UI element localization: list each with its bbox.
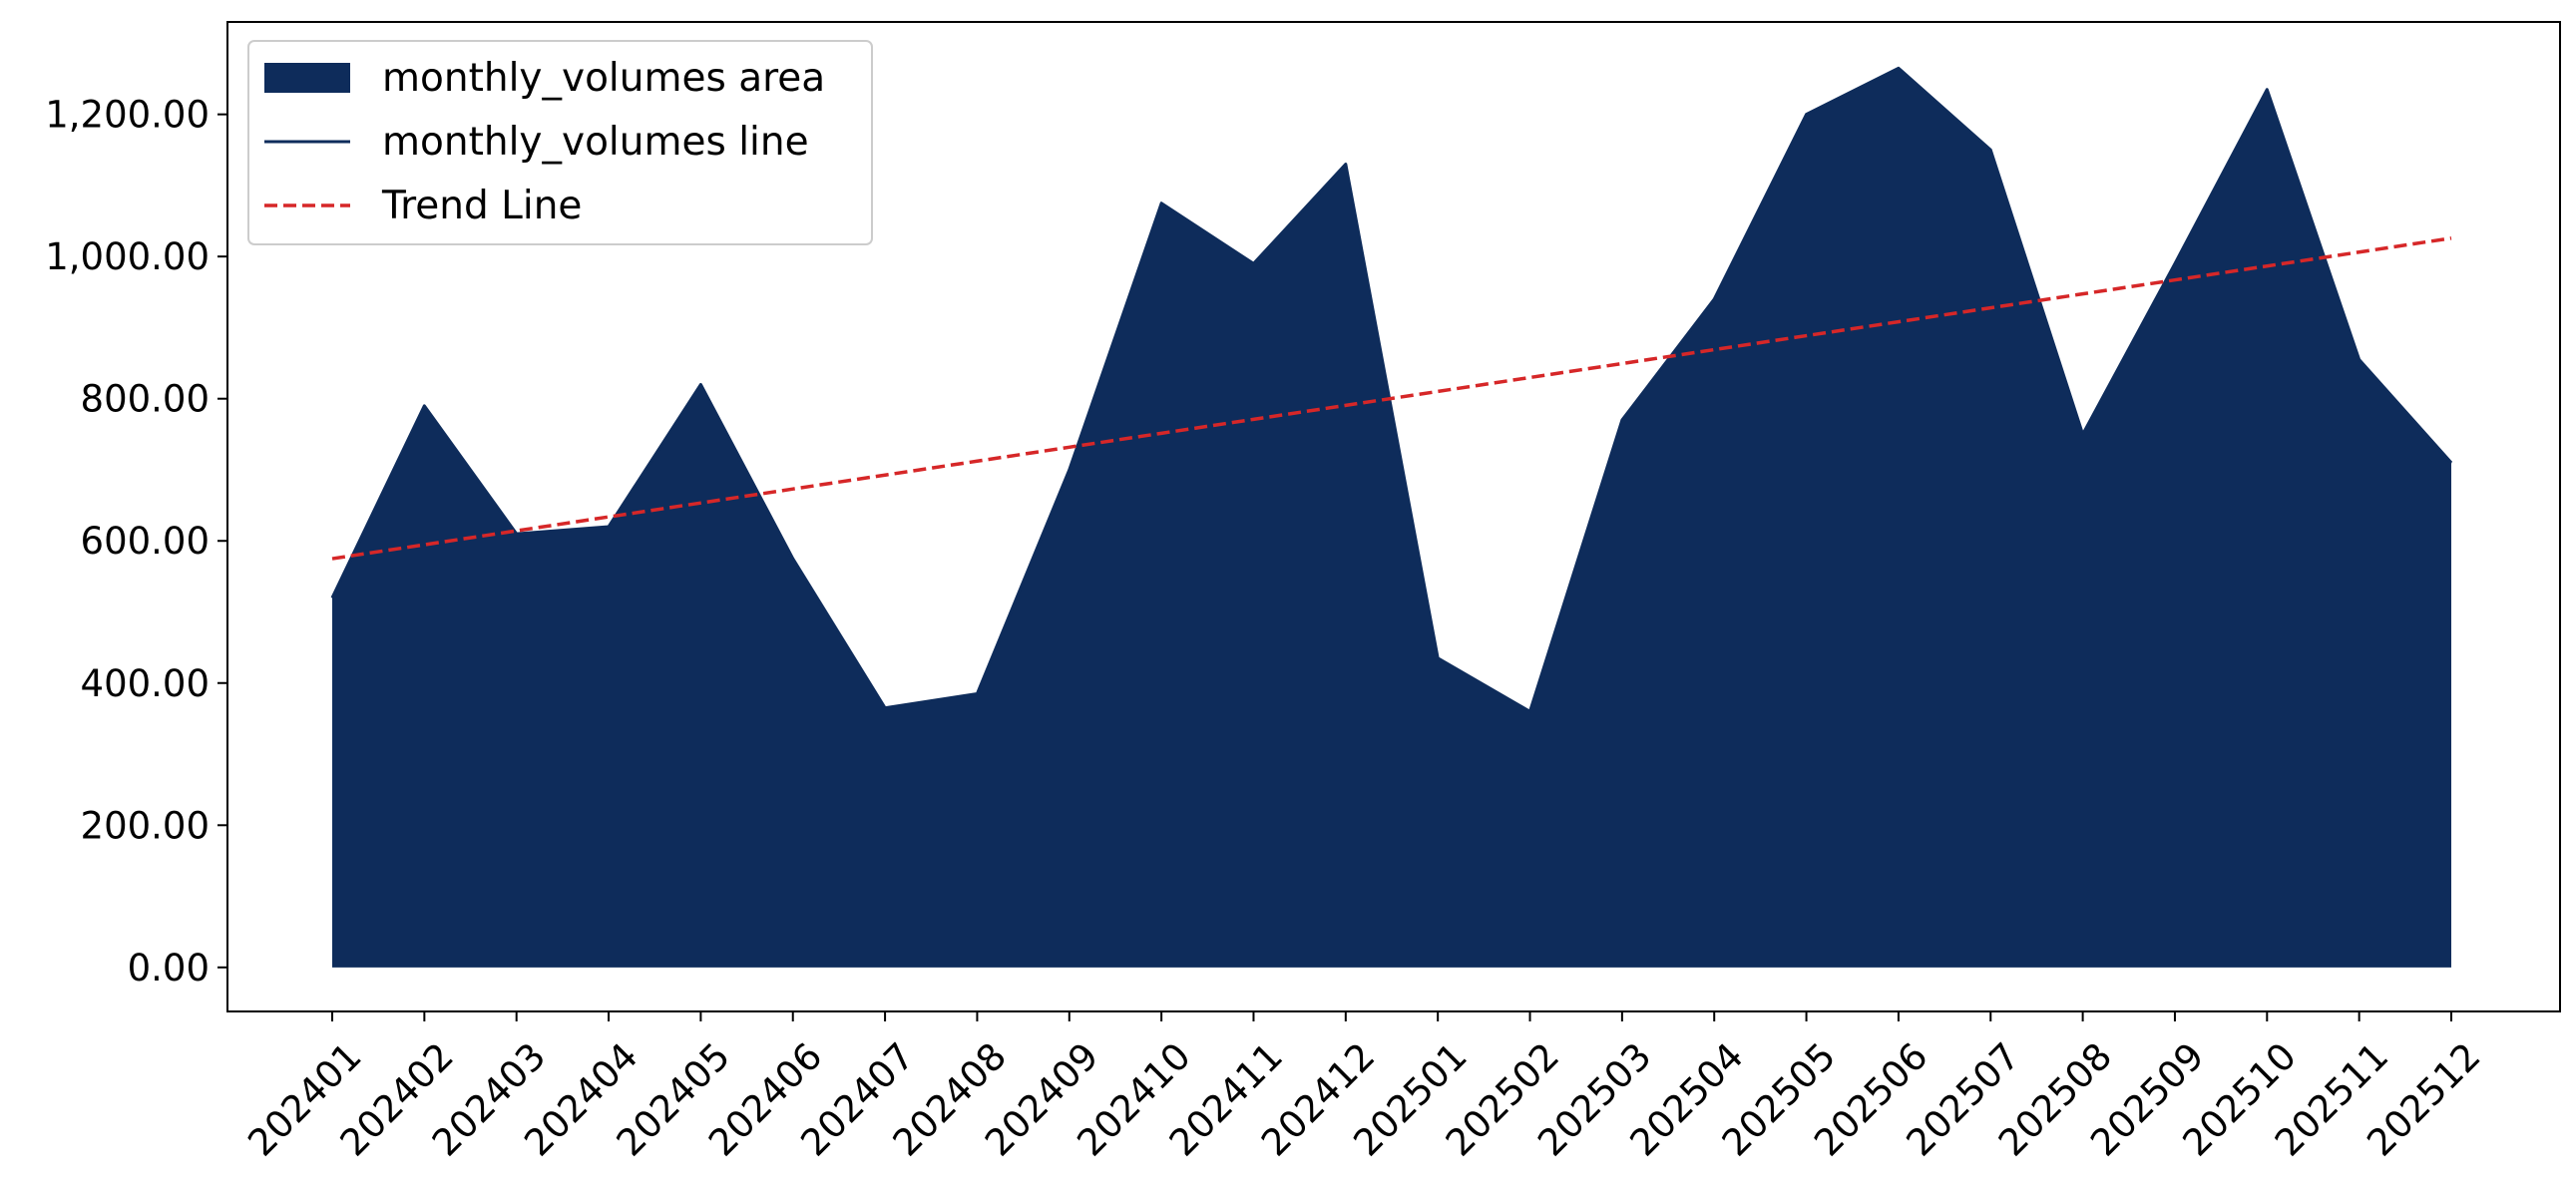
data-point bbox=[1713, 298, 1715, 300]
data-point bbox=[1621, 419, 1623, 421]
legend-label: monthly_volumes area bbox=[382, 56, 825, 101]
legend-box bbox=[247, 40, 873, 245]
plot-marks bbox=[330, 66, 2453, 968]
data-point bbox=[608, 526, 610, 528]
data-point bbox=[699, 383, 701, 385]
series-trend-line bbox=[331, 236, 2452, 561]
y-tick-label: 1,200.00 bbox=[45, 94, 210, 137]
data-point bbox=[2359, 359, 2361, 361]
data-point bbox=[1989, 149, 1991, 151]
data-point bbox=[516, 533, 518, 535]
data-point bbox=[2266, 89, 2268, 91]
legend-swatch-area bbox=[264, 63, 350, 93]
data-point bbox=[1069, 469, 1071, 471]
y-tick-label: 1,000.00 bbox=[45, 235, 210, 278]
data-point bbox=[2174, 262, 2176, 264]
data-point bbox=[1252, 262, 1254, 264]
data-point bbox=[792, 558, 794, 560]
data-point bbox=[2450, 462, 2452, 464]
series-area-monthly-volumes bbox=[332, 68, 2451, 968]
data-point bbox=[1160, 202, 1162, 204]
data-point bbox=[1806, 114, 1808, 116]
y-tick-label: 800.00 bbox=[81, 378, 210, 421]
series-line-monthly-volumes bbox=[330, 66, 2453, 713]
legend-label: monthly_volumes line bbox=[382, 120, 809, 165]
plot-frame bbox=[226, 21, 2561, 1012]
y-tick-label: 200.00 bbox=[81, 804, 210, 847]
data-point bbox=[1437, 657, 1439, 659]
y-tick-label: 600.00 bbox=[81, 520, 210, 563]
y-tick-label: 400.00 bbox=[81, 662, 210, 705]
data-point bbox=[423, 405, 425, 407]
legend: monthly_volumes area monthly_volumes line… bbox=[247, 40, 873, 245]
data-point bbox=[1529, 710, 1531, 712]
legend-label: Trend Line bbox=[381, 184, 582, 228]
data-point bbox=[976, 692, 978, 694]
data-point bbox=[1345, 164, 1347, 166]
y-tick-label: 0.00 bbox=[128, 947, 210, 990]
data-point bbox=[2082, 433, 2084, 435]
data-point bbox=[1898, 67, 1900, 69]
data-point bbox=[884, 707, 886, 709]
